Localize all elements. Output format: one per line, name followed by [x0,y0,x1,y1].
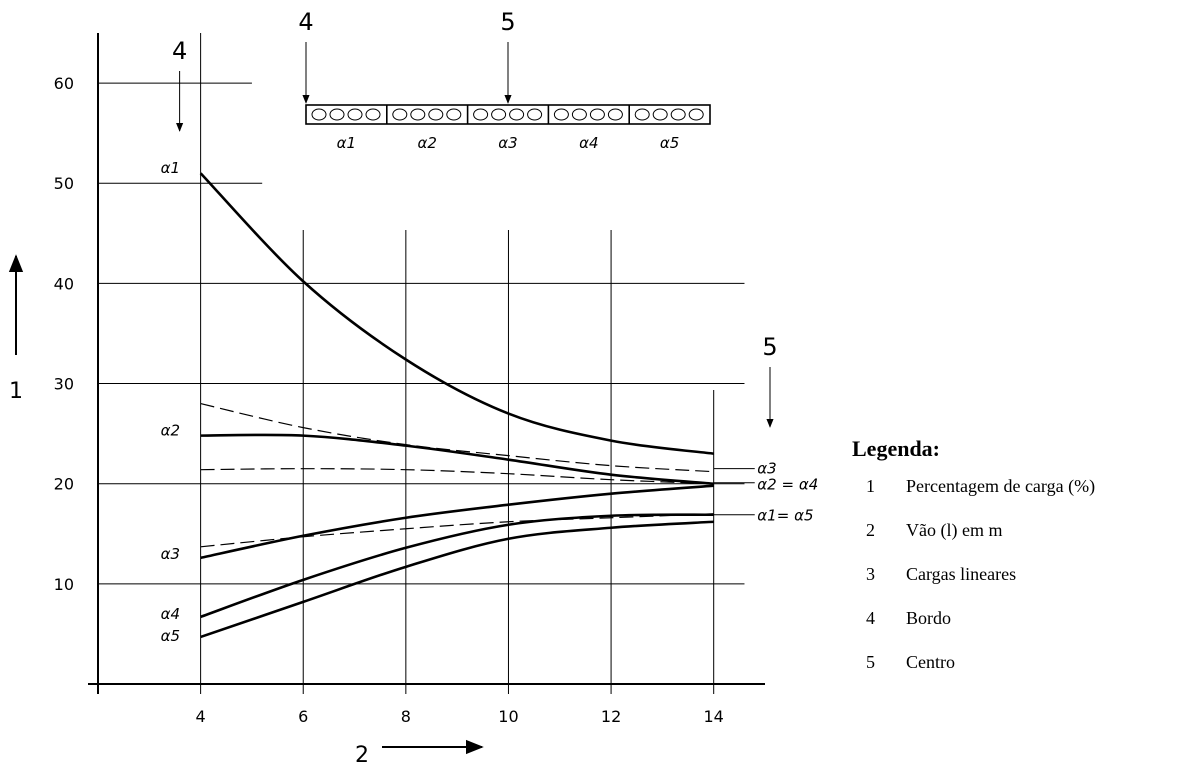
series-line-curve-1 [200,433,714,485]
slab-hollow-core [329,108,345,121]
slab-hollow-core [553,108,569,121]
series-line-dashed-curve-5 [200,402,714,473]
position-markers: 45 [172,37,778,428]
legend-item-2: 2 Vão (l) em m [852,520,1188,564]
curve-label: α1 [161,159,180,177]
series-line-dashed-curve-6 [200,468,714,485]
curve-label: α5 [161,627,180,645]
series-line-curve-2 [200,484,714,560]
slab-position-label: 4 [298,8,313,36]
y-axis-label: 1 [9,379,23,404]
x-tick-label: 14 [704,707,724,726]
x-tick-label: 6 [298,707,308,726]
legend-number: 4 [866,608,875,628]
x-tick-label: 10 [498,707,518,726]
curve-label: α4 [161,605,180,623]
series-line-curve-3 [200,513,714,619]
slab-cell-label: α1 [337,134,356,152]
y-tick-label: 50 [54,174,74,193]
legend: Legenda: 1 Percentagem de carga (%) 2 Vã… [852,436,1188,696]
slab-hollow-core [571,108,587,121]
slab-hollow-core [473,108,489,121]
slab-inset-diagram: α1 α2 α3 α4 α5 4 5 [298,8,711,152]
y-tick-label: 60 [54,74,74,93]
slab-hollow-core [688,108,704,121]
axes [88,33,765,694]
slab-cell-label: α2 [417,134,436,152]
slab-hollow-core [446,108,462,121]
slab-outline [305,104,711,125]
series-line-curve-0 [199,172,714,455]
legend-text: Cargas lineares [906,564,1017,584]
slab-cell-label: α5 [660,134,679,152]
legend-text: Centro [906,652,955,672]
slab-hollow-core [670,108,686,121]
position-marker-label: 4 [172,37,187,65]
y-tick-label: 40 [54,274,74,293]
slab-hollow-core [527,108,543,121]
y-tick-label: 20 [54,475,74,494]
x-tick-label: 4 [196,707,206,726]
slab-hollow-core [311,108,327,121]
series-lines [199,172,755,639]
x-tick-label: 12 [601,707,621,726]
x-axis-label: 2 [355,743,369,768]
position-marker-label: 5 [762,333,777,361]
slab-position-label: 5 [500,8,515,36]
curve-label: α1= α5 [757,507,813,525]
legend-text: Vão (l) em m [906,520,1003,540]
curve-label: α3 [757,460,776,478]
slab-hollow-core [509,108,525,121]
slab-hollow-core [365,108,381,121]
legend-number: 2 [866,520,875,540]
y-tick-label: 10 [54,575,74,594]
slab-cell-label: α3 [498,134,517,152]
slab-hollow-core [428,108,444,121]
curve-label: α3 [161,545,180,563]
curve-label: α2 = α4 [757,476,818,494]
slab-hollow-core [634,108,650,121]
legend-number: 1 [866,476,875,496]
legend-item-5: 5 Centro [852,652,1188,696]
legend-item-3: 3 Cargas lineares [852,564,1188,608]
slab-hollow-core [347,108,363,121]
slab-cell-label: α4 [579,134,598,152]
legend-number: 5 [866,652,875,672]
slab-hollow-core [652,108,668,121]
x-tick-label: 8 [401,707,411,726]
slab-hollow-core [589,108,605,121]
slab-hollow-core [491,108,507,121]
legend-item-1: 1 Percentagem de carga (%) [852,476,1188,520]
grid-lines [98,33,745,694]
legend-number: 3 [866,564,875,584]
legend-text: Percentagem de carga (%) [906,476,1096,496]
series-line-curve-4 [200,520,714,639]
tick-labels: 10 20 30 40 50 60 4 6 8 10 12 14 [54,74,724,726]
legend-item-4: 4 Bordo [852,608,1188,652]
slab-hollow-core [410,108,426,121]
slab-hollow-core [607,108,623,121]
legend-title: Legenda: [852,436,940,461]
y-tick-label: 30 [54,375,74,394]
series-line-dashed-curve-7 [200,513,714,548]
legend-text: Bordo [906,608,951,628]
axis-labels: 12 [8,254,484,768]
curve-label: α2 [161,422,180,440]
slab-hollow-core [392,108,408,121]
